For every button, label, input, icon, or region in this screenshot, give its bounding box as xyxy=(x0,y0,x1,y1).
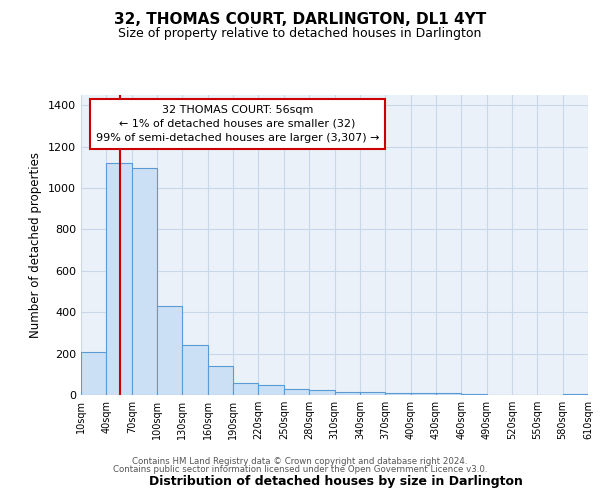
Bar xyxy=(208,366,233,395)
Text: Size of property relative to detached houses in Darlington: Size of property relative to detached ho… xyxy=(118,28,482,40)
Text: 32, THOMAS COURT, DARLINGTON, DL1 4YT: 32, THOMAS COURT, DARLINGTON, DL1 4YT xyxy=(114,12,486,28)
Bar xyxy=(132,168,157,395)
Bar xyxy=(410,393,436,395)
Text: Distribution of detached houses by size in Darlington: Distribution of detached houses by size … xyxy=(149,474,523,488)
Text: 32 THOMAS COURT: 56sqm
← 1% of detached houses are smaller (32)
99% of semi-deta: 32 THOMAS COURT: 56sqm ← 1% of detached … xyxy=(95,105,379,143)
Bar xyxy=(385,393,410,395)
Text: Contains public sector information licensed under the Open Government Licence v3: Contains public sector information licen… xyxy=(113,465,487,474)
Bar xyxy=(157,306,182,395)
Bar xyxy=(335,392,360,395)
Bar xyxy=(461,394,487,395)
Text: Contains HM Land Registry data © Crown copyright and database right 2024.: Contains HM Land Registry data © Crown c… xyxy=(132,457,468,466)
Bar xyxy=(81,352,106,395)
Bar xyxy=(309,390,335,395)
Bar xyxy=(259,386,284,395)
Bar xyxy=(106,164,132,395)
Bar xyxy=(563,394,588,395)
Bar xyxy=(436,393,461,395)
Bar xyxy=(233,382,259,395)
Y-axis label: Number of detached properties: Number of detached properties xyxy=(29,152,43,338)
Bar xyxy=(284,389,309,395)
Bar xyxy=(360,392,385,395)
Bar xyxy=(182,346,208,395)
